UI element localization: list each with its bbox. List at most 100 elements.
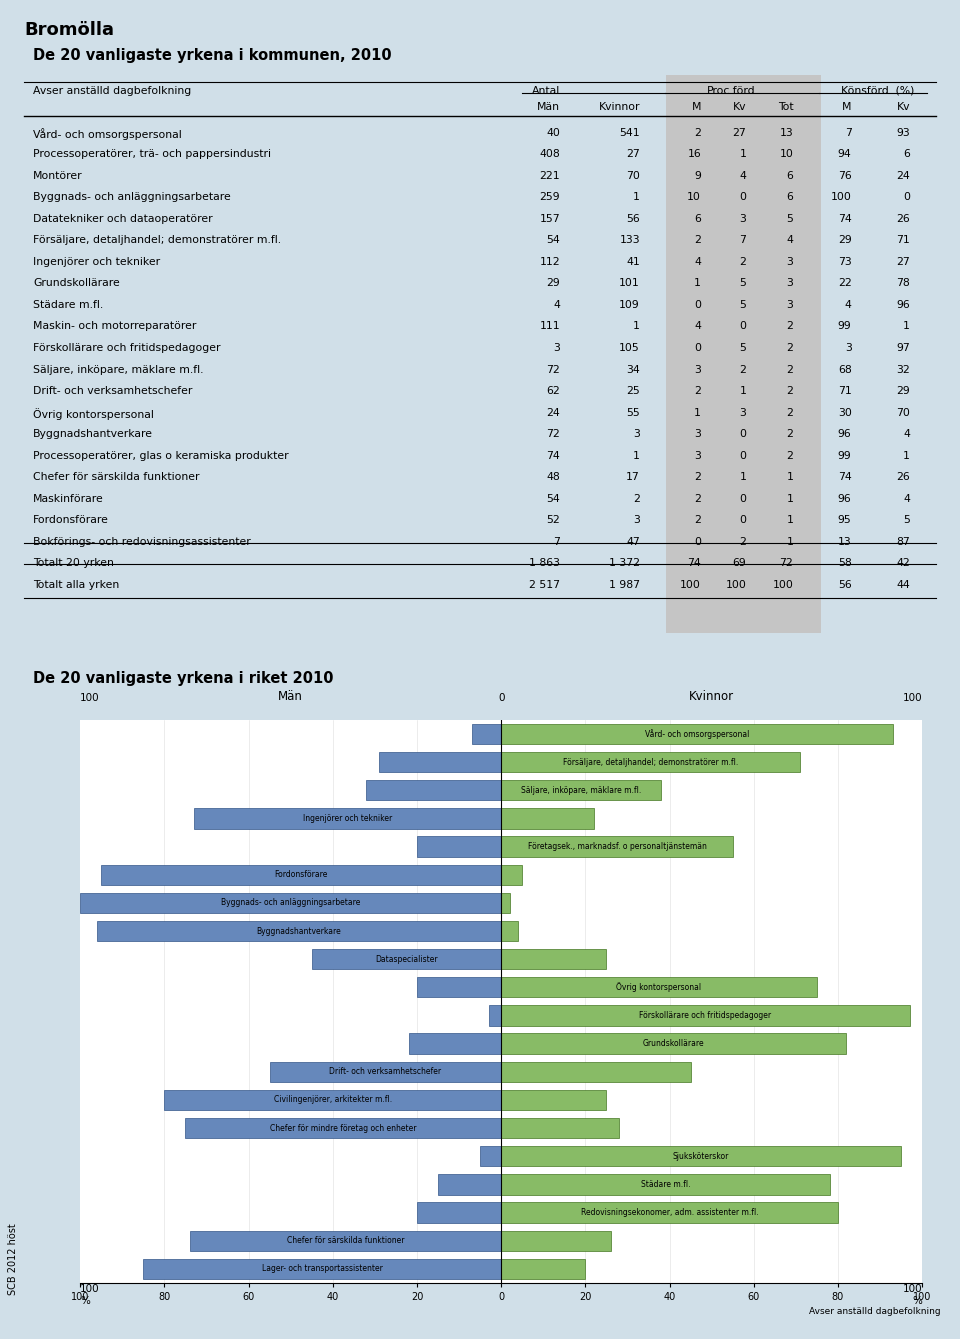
Text: Förskollärare och fritidspedagoger: Förskollärare och fritidspedagoger — [33, 343, 221, 353]
Text: 0: 0 — [739, 451, 746, 461]
Text: 22: 22 — [838, 279, 852, 288]
Text: Antal: Antal — [532, 86, 560, 95]
Text: 259: 259 — [540, 193, 560, 202]
Text: 0: 0 — [694, 537, 701, 546]
Text: De 20 vanligaste yrkena i riket 2010: De 20 vanligaste yrkena i riket 2010 — [33, 671, 334, 686]
Text: 101: 101 — [619, 279, 640, 288]
Text: 7: 7 — [845, 127, 852, 138]
Text: 96: 96 — [897, 300, 910, 309]
Text: 1: 1 — [739, 386, 746, 396]
Text: 0: 0 — [498, 694, 504, 703]
Text: 3: 3 — [694, 364, 701, 375]
Text: 54: 54 — [546, 236, 560, 245]
Text: 100
%: 100 % — [80, 1284, 100, 1306]
Text: 73: 73 — [838, 257, 852, 266]
Text: 13: 13 — [780, 127, 793, 138]
Text: 97: 97 — [897, 343, 910, 353]
Text: 2: 2 — [694, 473, 701, 482]
Text: 54: 54 — [546, 494, 560, 503]
Text: 100: 100 — [830, 193, 852, 202]
Text: 29: 29 — [897, 386, 910, 396]
Text: 133: 133 — [619, 236, 640, 245]
Text: 4: 4 — [786, 236, 793, 245]
Text: 1: 1 — [786, 494, 793, 503]
Text: Kv: Kv — [897, 103, 910, 112]
Text: 2: 2 — [739, 364, 746, 375]
Text: 100: 100 — [773, 580, 793, 590]
Text: 10: 10 — [687, 193, 701, 202]
Text: Ingenjörer och tekniker: Ingenjörer och tekniker — [33, 257, 160, 266]
Text: 93: 93 — [897, 127, 910, 138]
Text: 41: 41 — [626, 257, 640, 266]
Text: Kv: Kv — [732, 103, 746, 112]
Text: SCB 2012 höst: SCB 2012 höst — [8, 1223, 17, 1295]
Text: 3: 3 — [694, 451, 701, 461]
Text: Övrig kontorspersonal: Övrig kontorspersonal — [33, 407, 154, 419]
Text: 78: 78 — [897, 279, 910, 288]
Text: Försäljare, detaljhandel; demonstratörer m.fl.: Försäljare, detaljhandel; demonstratörer… — [33, 236, 281, 245]
Text: 52: 52 — [546, 516, 560, 525]
Text: Vård- och omsorgspersonal: Vård- och omsorgspersonal — [33, 127, 181, 139]
Text: 26: 26 — [897, 214, 910, 224]
Text: 68: 68 — [838, 364, 852, 375]
Text: Totalt alla yrken: Totalt alla yrken — [33, 580, 119, 590]
Text: 26: 26 — [897, 473, 910, 482]
Text: 1: 1 — [903, 451, 910, 461]
Text: 94: 94 — [838, 149, 852, 159]
Text: Maskin- och motorreparatörer: Maskin- och motorreparatörer — [33, 321, 197, 332]
Text: 2: 2 — [786, 364, 793, 375]
Text: 29: 29 — [838, 236, 852, 245]
Text: 2: 2 — [694, 127, 701, 138]
Text: 1: 1 — [694, 279, 701, 288]
Text: 6: 6 — [786, 193, 793, 202]
Text: Processoperatörer, glas o keramiska produkter: Processoperatörer, glas o keramiska prod… — [33, 451, 289, 461]
Text: 2: 2 — [786, 407, 793, 418]
Text: Datatekniker och dataoperatörer: Datatekniker och dataoperatörer — [33, 214, 213, 224]
Text: 1: 1 — [786, 537, 793, 546]
Text: 2: 2 — [786, 386, 793, 396]
Text: Säljare, inköpare, mäklare m.fl.: Säljare, inköpare, mäklare m.fl. — [33, 364, 204, 375]
Text: Chefer för särskilda funktioner: Chefer för särskilda funktioner — [33, 473, 200, 482]
Text: 4: 4 — [553, 300, 560, 309]
Text: 1 372: 1 372 — [609, 558, 640, 568]
Text: 34: 34 — [626, 364, 640, 375]
Text: 2: 2 — [739, 537, 746, 546]
Text: 87: 87 — [897, 537, 910, 546]
Text: 3: 3 — [739, 214, 746, 224]
Text: 1: 1 — [633, 321, 640, 332]
Text: M: M — [691, 103, 701, 112]
Text: 3: 3 — [633, 428, 640, 439]
Text: 62: 62 — [546, 386, 560, 396]
Text: 71: 71 — [897, 236, 910, 245]
Text: 29: 29 — [546, 279, 560, 288]
Text: Avser anställd dagbefolkning: Avser anställd dagbefolkning — [809, 1307, 941, 1316]
Text: 105: 105 — [619, 343, 640, 353]
Text: 3: 3 — [786, 257, 793, 266]
Text: 0: 0 — [739, 494, 746, 503]
Text: 3: 3 — [739, 407, 746, 418]
Text: 111: 111 — [540, 321, 560, 332]
Text: 408: 408 — [540, 149, 560, 159]
Text: 4: 4 — [903, 428, 910, 439]
Text: 5: 5 — [903, 516, 910, 525]
Text: 3: 3 — [845, 343, 852, 353]
Text: 47: 47 — [626, 537, 640, 546]
Text: 1 863: 1 863 — [529, 558, 560, 568]
Text: 56: 56 — [626, 214, 640, 224]
Text: 4: 4 — [903, 494, 910, 503]
Text: Byggnads- och anläggningsarbetare: Byggnads- och anläggningsarbetare — [33, 193, 230, 202]
Text: 2: 2 — [694, 236, 701, 245]
Text: Tot: Tot — [778, 103, 793, 112]
Text: 112: 112 — [540, 257, 560, 266]
Text: Totalt 20 yrken: Totalt 20 yrken — [33, 558, 114, 568]
Text: 5: 5 — [739, 343, 746, 353]
Text: Bromölla: Bromölla — [24, 21, 114, 39]
Text: 5: 5 — [739, 279, 746, 288]
Text: 96: 96 — [838, 494, 852, 503]
Text: 2: 2 — [786, 451, 793, 461]
Text: 48: 48 — [546, 473, 560, 482]
Text: 5: 5 — [739, 300, 746, 309]
Text: 7: 7 — [739, 236, 746, 245]
Text: 6: 6 — [694, 214, 701, 224]
Text: 221: 221 — [540, 171, 560, 181]
